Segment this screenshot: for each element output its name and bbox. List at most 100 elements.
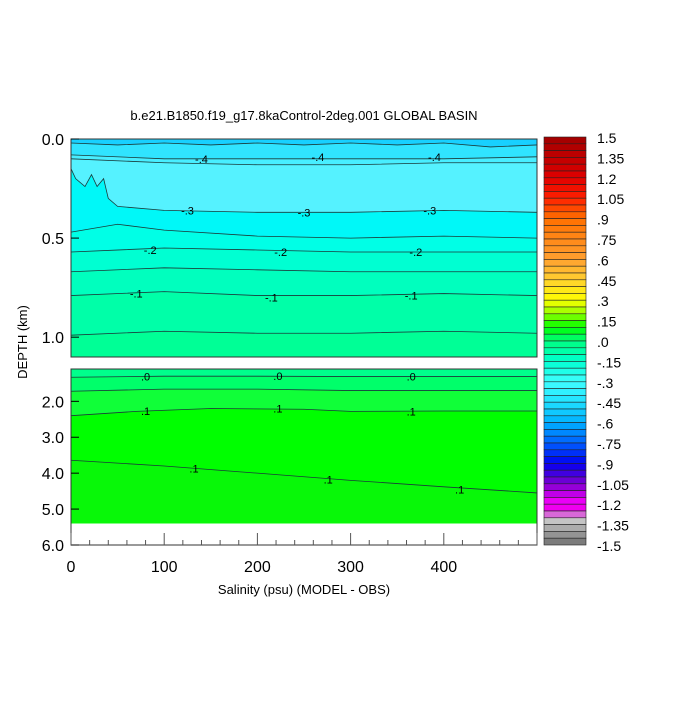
contour-label: .1 bbox=[273, 404, 282, 416]
contour-line bbox=[71, 247, 537, 253]
colorbar-box bbox=[543, 354, 587, 362]
x-tick-label: 300 bbox=[337, 559, 364, 576]
colorbar-label: 1.35 bbox=[597, 150, 624, 166]
colorbar-box bbox=[543, 306, 587, 315]
colorbar-label: -.45 bbox=[597, 395, 621, 411]
colorbar-box bbox=[543, 367, 587, 376]
colorbar-box bbox=[543, 231, 587, 240]
contour-line bbox=[71, 223, 537, 239]
colorbar-label: -.3 bbox=[597, 375, 614, 391]
colorbar-label: 1.5 bbox=[597, 130, 617, 146]
colorbar-box bbox=[543, 531, 587, 539]
contour-fills bbox=[71, 142, 537, 357]
colorbar-label: .6 bbox=[597, 252, 609, 268]
colorbar-box bbox=[543, 361, 587, 369]
colorbar-box bbox=[543, 157, 587, 165]
colorbar-box bbox=[543, 340, 587, 349]
contour-line bbox=[71, 375, 537, 378]
contour-label: .0 bbox=[273, 371, 282, 383]
contour-label: -.3 bbox=[298, 207, 311, 219]
contour-label: .1 bbox=[455, 484, 464, 496]
colorbar-box bbox=[543, 449, 587, 457]
contour-label: -.3 bbox=[181, 205, 194, 217]
colorbar-box bbox=[543, 245, 587, 253]
colorbar-box bbox=[543, 252, 587, 260]
colorbar-box bbox=[543, 327, 587, 335]
colorbar-box bbox=[543, 184, 587, 192]
y-tick-label: 0.0 bbox=[42, 132, 64, 149]
colorbar-label: .15 bbox=[597, 314, 617, 330]
contour-label: -.3 bbox=[423, 205, 436, 217]
contour-label: -.4 bbox=[312, 152, 325, 164]
contour-label: -.1 bbox=[405, 291, 418, 303]
y-tick-label: 6.0 bbox=[42, 538, 64, 555]
contour-band bbox=[71, 460, 537, 524]
colorbar-box bbox=[543, 279, 587, 287]
colorbar-box bbox=[543, 483, 587, 491]
colorbar-box bbox=[543, 150, 587, 158]
colorbar-box bbox=[543, 422, 587, 430]
y-tick-label: 4.0 bbox=[42, 466, 64, 483]
contour-fills bbox=[71, 375, 537, 524]
colorbar-box bbox=[543, 313, 587, 321]
colorbar-box bbox=[543, 347, 587, 355]
colorbar-box bbox=[543, 163, 587, 172]
contour-line bbox=[71, 267, 537, 273]
colorbar-label: -.15 bbox=[597, 354, 621, 370]
colorbar-box bbox=[543, 333, 587, 342]
colorbar-box bbox=[543, 299, 587, 308]
colorbar-box bbox=[543, 286, 587, 294]
colorbar-label: .3 bbox=[597, 293, 609, 309]
colorbar-box bbox=[543, 442, 587, 451]
colorbar-label: -1.5 bbox=[597, 538, 621, 554]
colorbar-box bbox=[543, 415, 587, 423]
contour-line bbox=[71, 459, 537, 494]
colorbar: 1.5 1.35 1.2 1.05 .9 .75 .6 .45 .3 .15 .0 -.15 -.3 -.… bbox=[543, 130, 629, 554]
colorbar-box bbox=[543, 170, 587, 179]
colorbar-label: -.6 bbox=[597, 416, 614, 432]
colorbar-box bbox=[543, 272, 587, 281]
contour-label: .1 bbox=[189, 463, 198, 475]
x-tick-label: 0 bbox=[67, 559, 76, 576]
contour-label: -.1 bbox=[265, 293, 278, 305]
colorbar-box bbox=[543, 435, 587, 444]
contour-line bbox=[71, 158, 537, 166]
colorbar-box bbox=[543, 497, 587, 505]
colorbar-box bbox=[543, 197, 587, 206]
contour-labels: -.4 -.4 -.4 -.3 -.3 -.3 -.2 -.2 -.2 -.1 -.1 -.1 bbox=[130, 152, 441, 305]
colorbar-label: -.9 bbox=[597, 456, 614, 472]
colorbar-box bbox=[543, 143, 587, 151]
colorbar-box bbox=[543, 374, 587, 383]
colorbar-box bbox=[543, 463, 587, 471]
colorbar-label: .0 bbox=[597, 334, 609, 350]
colorbar-box bbox=[543, 537, 587, 546]
contour-line bbox=[71, 154, 537, 160]
y-tick-label: 0.5 bbox=[42, 231, 64, 248]
contour-label: -.4 bbox=[428, 152, 441, 164]
colorbar-box bbox=[543, 265, 587, 274]
colorbar-label: .45 bbox=[597, 273, 617, 289]
bottom-panel: .0 .0 .0 .1 .1 .1 .1 .1 .1 2.0 3.0 4.0 5.0 6.0 bbox=[42, 368, 538, 555]
colorbar-box bbox=[543, 293, 587, 301]
colorbar-box bbox=[543, 429, 587, 437]
contour-line bbox=[71, 408, 537, 417]
x-axis: 0 100 200 300 400 bbox=[67, 533, 538, 576]
contour-label: -.2 bbox=[409, 247, 422, 259]
contour-band bbox=[71, 331, 537, 357]
colorbar-box bbox=[543, 388, 587, 396]
chart-title: b.e21.B1850.f19_g17.8kaControl-2deg.001 … bbox=[130, 108, 477, 123]
y-tick-label: 2.0 bbox=[42, 394, 64, 411]
colorbar-box bbox=[543, 204, 587, 213]
contour-line bbox=[71, 142, 537, 148]
colorbar-label: 1.05 bbox=[597, 191, 624, 207]
top-panel: -.4 -.4 -.4 -.3 -.3 -.3 -.2 -.2 -.2 -.1 -.1 -.1 0.0 0… bbox=[42, 132, 538, 358]
colorbar-box bbox=[543, 381, 587, 389]
colorbar-box bbox=[543, 524, 587, 532]
colorbar-label: .75 bbox=[597, 232, 617, 248]
contour-label: -.4 bbox=[195, 154, 208, 166]
contour-label: .1 bbox=[324, 474, 333, 486]
contour-label: .0 bbox=[141, 372, 150, 384]
colorbar-box bbox=[543, 225, 587, 233]
y-tick-label: 3.0 bbox=[42, 430, 64, 447]
